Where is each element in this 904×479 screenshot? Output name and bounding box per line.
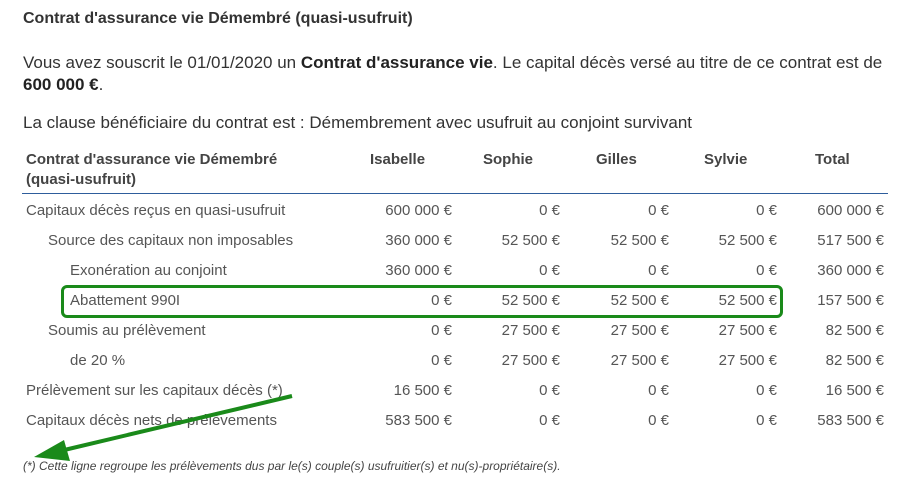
intro-paragraph: Vous avez souscrit le 01/01/2020 un Cont… — [23, 52, 883, 96]
table-row: Abattement 990I 0 € 52 500 € 52 500 € 52 500… — [22, 286, 888, 316]
footnote: (*) Cette ligne regroupe les prélèvement… — [23, 459, 561, 473]
header-sophie: Sophie — [483, 151, 534, 168]
cell-value: 0 € — [431, 352, 452, 369]
cell-value: 52 500 € — [501, 232, 560, 249]
cell-value: 52 500 € — [718, 232, 777, 249]
cell-value: 52 500 € — [501, 292, 560, 309]
cell-value: 27 500 € — [718, 322, 777, 339]
table-row: Capitaux décès reçus en quasi-usufruit 60… — [22, 196, 888, 226]
header-line1: Contrat d'assurance vie Démembré — [26, 151, 278, 168]
table-row: de 20 % 0 € 27 500 € 27 500 € 27 500 € 82 500… — [22, 346, 888, 376]
cell-value: 27 500 € — [610, 352, 669, 369]
cell-value: 0 € — [648, 412, 669, 429]
cell-value: 583 500 € — [385, 412, 452, 429]
cell-value: 27 500 € — [718, 352, 777, 369]
cell-value: 0 € — [431, 292, 452, 309]
table-row: Soumis au prélèvement 0 € 27 500 € 27 500 €… — [22, 316, 888, 346]
cell-value: 517 500 € — [817, 232, 884, 249]
cell-value: 0 € — [756, 262, 777, 279]
page-title: Contrat d'assurance vie Démembré (quasi-… — [23, 10, 413, 27]
header-sylvie: Sylvie — [704, 151, 748, 168]
cell-value: 0 € — [648, 262, 669, 279]
cell-value: 0 € — [648, 202, 669, 219]
cell-value: 0 € — [756, 412, 777, 429]
row-label: Exonération au conjoint — [70, 262, 227, 279]
row-label: Soumis au prélèvement — [48, 322, 206, 339]
cell-value: 0 € — [756, 202, 777, 219]
table-row: Source des capitaux non imposables 360 00… — [22, 226, 888, 256]
cell-value: 82 500 € — [825, 322, 884, 339]
cell-value: 52 500 € — [610, 232, 669, 249]
cell-value: 0 € — [539, 262, 560, 279]
intro-text: Vous avez souscrit le 01/01/2020 un — [23, 53, 301, 72]
cell-value: 0 € — [756, 382, 777, 399]
cell-value: 600 000 € — [817, 202, 884, 219]
cell-value: 157 500 € — [817, 292, 884, 309]
cell-value: 27 500 € — [501, 322, 560, 339]
row-label: Capitaux décès reçus en quasi-usufruit — [26, 202, 286, 219]
cell-value: 52 500 € — [610, 292, 669, 309]
cell-value: 0 € — [539, 202, 560, 219]
table-row: Exonération au conjoint 360 000 € 0 € 0 € 0 … — [22, 256, 888, 286]
row-label: de 20 % — [70, 352, 126, 369]
header-line2: (quasi-usufruit) — [26, 171, 136, 188]
table-header-label: Contrat d'assurance vie Démembré (quasi-u… — [26, 150, 277, 190]
cell-value: 0 € — [539, 382, 560, 399]
row-label: Abattement 990I — [70, 292, 181, 309]
cell-value: 52 500 € — [718, 292, 777, 309]
header-gilles: Gilles — [596, 151, 637, 168]
row-label: Prélèvement sur les capitaux décès (*) — [26, 382, 283, 399]
cell-value: 16 500 € — [393, 382, 452, 399]
cell-value: 27 500 € — [501, 352, 560, 369]
cell-value: 82 500 € — [825, 352, 884, 369]
row-label: Source des capitaux non imposables — [48, 232, 294, 249]
cell-value: 360 000 € — [817, 262, 884, 279]
beneficiary-clause: La clause bénéficiaire du contrat est : … — [23, 113, 693, 132]
capital-amount: 600 000 € — [23, 75, 99, 94]
intro-text: . — [98, 75, 104, 94]
header-isabelle: Isabelle — [370, 151, 426, 168]
contract-type: Contrat d'assurance vie — [300, 53, 493, 72]
cell-value: 583 500 € — [817, 412, 884, 429]
cell-value: 0 € — [431, 322, 452, 339]
cell-value: 360 000 € — [385, 232, 452, 249]
header-divider — [22, 193, 888, 194]
cell-value: 0 € — [648, 382, 669, 399]
cell-value: 600 000 € — [385, 202, 452, 219]
table-row: Prélèvement sur les capitaux décès (*) 16… — [22, 376, 888, 406]
intro-text: . Le capital décès versé au titre de ce … — [492, 53, 883, 72]
cell-value: 27 500 € — [610, 322, 669, 339]
highlight-box — [61, 285, 783, 318]
cell-value: 360 000 € — [385, 262, 452, 279]
cell-value: 0 € — [539, 412, 560, 429]
cell-value: 16 500 € — [825, 382, 884, 399]
header-total: Total — [815, 151, 850, 168]
